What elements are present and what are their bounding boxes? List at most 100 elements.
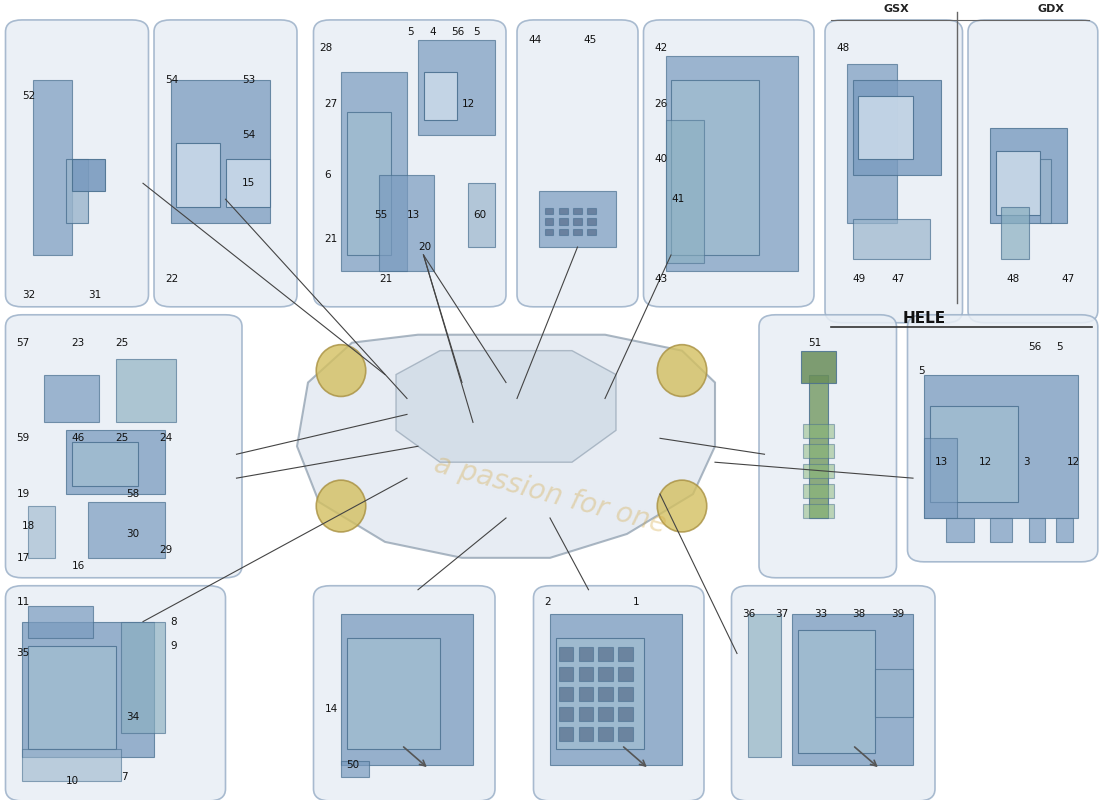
Bar [559, 218, 568, 225]
Text: a passion for one: a passion for one [431, 450, 669, 538]
Ellipse shape [317, 480, 365, 532]
Text: 44: 44 [528, 35, 541, 45]
Text: 8: 8 [170, 617, 177, 626]
Bar [44, 374, 99, 422]
Text: 40: 40 [654, 154, 668, 164]
Bar [1056, 518, 1072, 542]
Bar [226, 159, 270, 207]
Text: 27: 27 [324, 98, 338, 109]
Bar [587, 229, 596, 235]
FancyBboxPatch shape [968, 20, 1098, 322]
FancyBboxPatch shape [6, 586, 225, 800]
Bar [946, 518, 974, 542]
Bar [579, 707, 593, 722]
Text: 1: 1 [632, 597, 639, 606]
Text: 17: 17 [16, 553, 30, 563]
Polygon shape [396, 350, 616, 462]
Text: 13: 13 [407, 210, 420, 220]
Bar [618, 667, 632, 682]
Bar [468, 183, 495, 247]
Text: 33: 33 [814, 609, 827, 618]
FancyBboxPatch shape [534, 586, 704, 800]
Bar [803, 444, 834, 458]
Text: 25: 25 [116, 338, 129, 348]
FancyBboxPatch shape [314, 586, 495, 800]
Bar [858, 96, 913, 159]
Text: 14: 14 [324, 704, 338, 714]
Text: 31: 31 [88, 290, 101, 300]
FancyBboxPatch shape [517, 20, 638, 307]
Text: 36: 36 [742, 609, 756, 618]
Bar [346, 111, 390, 255]
Bar [28, 506, 55, 558]
Text: 56: 56 [451, 27, 464, 37]
Text: 59: 59 [16, 434, 30, 443]
Bar [544, 218, 553, 225]
Text: 37: 37 [776, 609, 789, 618]
Bar [930, 406, 1018, 502]
Bar [22, 622, 154, 757]
Text: 11: 11 [16, 597, 30, 606]
Text: 49: 49 [852, 274, 866, 284]
FancyBboxPatch shape [825, 20, 962, 322]
Bar [559, 726, 573, 741]
Bar [33, 80, 72, 255]
Bar [671, 80, 759, 255]
Bar [1028, 518, 1045, 542]
Bar [559, 687, 573, 702]
Text: 12: 12 [1067, 458, 1080, 467]
Bar [559, 208, 568, 214]
Text: 15: 15 [242, 178, 255, 188]
Text: 47: 47 [1062, 274, 1075, 284]
Text: 41: 41 [671, 194, 684, 204]
Text: 60: 60 [473, 210, 486, 220]
Text: 43: 43 [654, 274, 668, 284]
Bar [72, 442, 138, 486]
Text: 30: 30 [126, 529, 140, 539]
Bar [666, 56, 798, 271]
Text: 3: 3 [1023, 458, 1030, 467]
Text: 25: 25 [116, 434, 129, 443]
Text: 50: 50 [346, 760, 360, 770]
Bar [559, 229, 568, 235]
Text: 26: 26 [654, 98, 668, 109]
Bar [341, 72, 407, 271]
FancyBboxPatch shape [644, 20, 814, 307]
Text: 22: 22 [165, 274, 178, 284]
Text: 57: 57 [16, 338, 30, 348]
Bar [66, 159, 88, 223]
Bar [803, 424, 834, 438]
Bar [544, 208, 553, 214]
FancyBboxPatch shape [908, 314, 1098, 562]
Bar [579, 647, 593, 662]
Text: 52: 52 [22, 90, 35, 101]
Text: 39: 39 [891, 609, 904, 618]
Bar [341, 761, 368, 777]
Bar [618, 647, 632, 662]
Bar [808, 374, 828, 518]
Bar [418, 40, 495, 135]
Bar [924, 374, 1078, 518]
Bar [559, 707, 573, 722]
Text: 55: 55 [374, 210, 387, 220]
Bar [598, 667, 613, 682]
Text: 58: 58 [126, 489, 140, 499]
Bar [176, 143, 220, 207]
Text: 21: 21 [379, 274, 393, 284]
FancyBboxPatch shape [6, 20, 148, 307]
Bar [666, 119, 704, 263]
Bar [1001, 207, 1028, 259]
Text: 5: 5 [473, 27, 480, 37]
Text: 4: 4 [429, 27, 436, 37]
Bar [990, 127, 1067, 223]
Bar [379, 175, 434, 271]
Bar [801, 350, 836, 382]
Text: GSX: GSX [883, 4, 910, 14]
Bar [424, 72, 456, 119]
Text: 38: 38 [852, 609, 866, 618]
Bar [874, 670, 913, 718]
Text: 18: 18 [22, 521, 35, 531]
Bar [598, 707, 613, 722]
Bar [121, 622, 165, 733]
Bar [573, 208, 582, 214]
